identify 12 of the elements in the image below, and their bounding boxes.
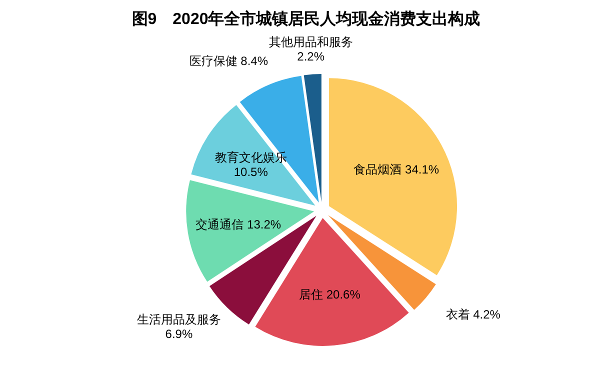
slice-label: 衣着 4.2% (446, 308, 501, 322)
data-label: 2.2% (297, 49, 325, 64)
data-label: 6.9% (165, 327, 193, 342)
slice-label: 医疗保健 8.4% (189, 54, 268, 68)
chart-title: 图9 2020年全市城镇居民人均现金消费支出构成 (132, 10, 480, 28)
slice-label: 教育文化娱乐 (214, 150, 287, 164)
data-label: 10.5% (234, 164, 268, 179)
slice-label: 其他用品和服务 (268, 34, 353, 49)
slice-label: 交通通信 13.2% (196, 217, 282, 232)
slice-label: 居住 20.6% (299, 288, 361, 302)
slice-label: 食品烟酒 34.1% (354, 162, 440, 176)
slice-label: 生活用品及服务 (136, 312, 221, 327)
